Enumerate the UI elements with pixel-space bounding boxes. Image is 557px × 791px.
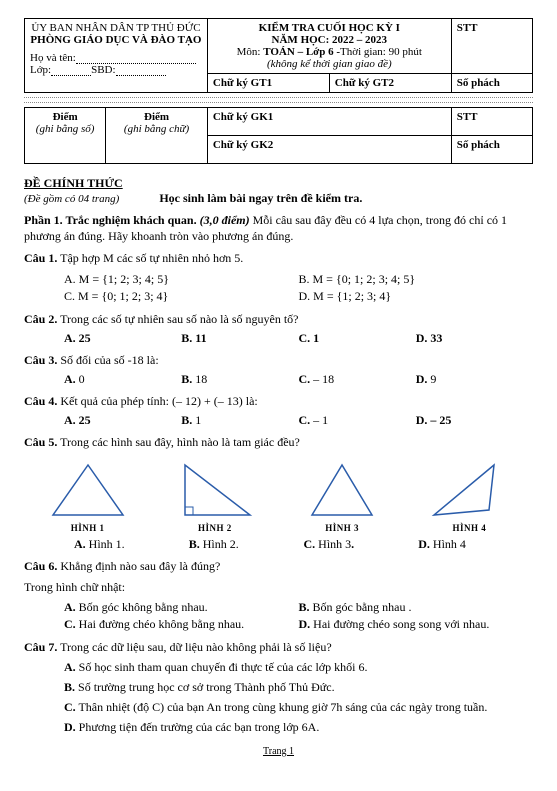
q1-d: D. M = {1; 2; 3; 4} [299, 288, 534, 305]
q4-d: D. – 25 [416, 413, 533, 428]
stt2-cell: STT [451, 108, 532, 136]
q6-context: Trong hình chữ nhật: [24, 579, 533, 595]
part1-heading: Phần 1. Trắc nghiệm khách quan. (3,0 điể… [24, 212, 533, 244]
q3-c: C. – 18 [299, 372, 416, 387]
q1-options: A. M = {1; 2; 3; 4; 5} B. M = {0; 1; 2; … [64, 271, 533, 305]
q2-options: A. 25 B. 11 C. 1 D. 33 [64, 331, 533, 346]
q3-options: A. 0 B. 18 C. – 18 D. 9 [64, 372, 533, 387]
q5-b: B. Hình 2. [189, 537, 304, 552]
triangle-isoceles-icon [297, 460, 387, 520]
q1-a: A. M = {1; 2; 3; 4; 5} [64, 271, 299, 288]
exam-year: NĂM HỌC: 2022 – 2023 [213, 34, 446, 46]
q6-c: C. Hai đường chéo không bằng nhau. [64, 616, 299, 633]
q7-a: A. Số học sinh tham quan chuyến đi thực … [64, 659, 533, 675]
q7: Câu 7. Trong các dữ liệu sau, dữ liệu nà… [24, 639, 533, 655]
page-number: Trang 1 [24, 746, 533, 757]
exam-note: (không kể thời gian giao đề) [213, 58, 446, 70]
header-table: ỦY BAN NHÂN DÂN TP THỦ ĐỨC PHÒNG GIÁO DỤ… [24, 18, 533, 93]
q2-d: D. 33 [416, 331, 533, 346]
separator-1 [24, 97, 533, 98]
q6-options: A. Bốn góc không bằng nhau. B. Bốn góc b… [64, 599, 533, 633]
q6-b: B. Bốn góc bằng nhau . [299, 599, 534, 616]
org-line-2: PHÒNG GIÁO DỤC VÀ ĐÀO TẠO [30, 34, 202, 46]
q7-c: C. Thân nhiệt (độ C) của bạn An trong cù… [64, 699, 533, 715]
q2-c: C. 1 [299, 331, 416, 346]
official-pages: (Đề gồm có 04 trang) [24, 193, 119, 205]
triangle-scalene-icon [424, 460, 514, 520]
q6-d: D. Hai đường chéo song song với nhau. [299, 616, 534, 633]
sophach2-cell: Số phách [451, 136, 532, 164]
q3-a: A. 0 [64, 372, 181, 387]
class-row: Lớp:SBD: [30, 64, 202, 76]
q6-a: A. Bốn góc không bằng nhau. [64, 599, 299, 616]
q2-a: A. 25 [64, 331, 181, 346]
q4-a: A. 25 [64, 413, 181, 428]
org-line-1: ỦY BAN NHÂN DÂN TP THỦ ĐỨC [30, 22, 202, 34]
score-table: Điểm (ghi bằng số) Điểm (ghi bằng chữ) C… [24, 107, 533, 164]
stt-cell: STT [451, 19, 532, 74]
diem-chu: Điểm [111, 111, 202, 123]
official-title: ĐỀ CHÍNH THỨC [24, 176, 533, 191]
q7-b: B. Số trường trung học cơ sở trong Thành… [64, 679, 533, 695]
q3-d: D. 9 [416, 372, 533, 387]
triangle-equilateral-icon [43, 460, 133, 520]
gk2-cell: Chữ ký GK2 [207, 136, 451, 164]
q4: Câu 4. Kết quả của phép tính: (– 12) + (… [24, 393, 533, 409]
q1-c: C. M = {0; 1; 2; 3; 4} [64, 288, 299, 305]
shapes-row: HÌNH 1 HÌNH 2 HÌNH 3 HÌNH 4 [24, 460, 533, 533]
sig1-cell: Chữ ký GT1 [207, 74, 329, 93]
q3-b: B. 18 [181, 372, 298, 387]
gk1-cell: Chữ ký GK1 [207, 108, 451, 136]
official-instruction: Học sinh làm bài ngay trên đề kiểm tra. [159, 191, 362, 206]
diem-so: Điểm [30, 111, 100, 123]
q4-c: C. – 1 [299, 413, 416, 428]
q5-c: C. Hình 3. [304, 537, 419, 552]
diem-so-sub: (ghi bằng số) [30, 123, 100, 135]
shape-2: HÌNH 2 [170, 460, 260, 533]
q2: Câu 2. Trong các số tự nhiên sau số nào … [24, 311, 533, 327]
shape-3: HÌNH 3 [297, 460, 387, 533]
name-row: Họ và tên: [30, 52, 202, 64]
sophach-cell: Số phách [451, 74, 532, 93]
q4-options: A. 25 B. 1 C. – 1 D. – 25 [64, 413, 533, 428]
triangle-right-icon [170, 460, 260, 520]
q5: Câu 5. Trong các hình sau đây, hình nào … [24, 434, 533, 450]
q2-b: B. 11 [181, 331, 298, 346]
q4-b: B. 1 [181, 413, 298, 428]
q3: Câu 3. Số đối của số -18 là: [24, 352, 533, 368]
q7-d: D. Phương tiện đến trường của các bạn tr… [64, 719, 533, 735]
exam-subject: Môn: TOÁN – Lớp 6 -Thời gian: 90 phút [213, 46, 446, 58]
shape-4: HÌNH 4 [424, 460, 514, 533]
q1-b: B. M = {0; 1; 2; 3; 4; 5} [299, 271, 534, 288]
q6: Câu 6. Khẳng định nào sau đây là đúng? [24, 558, 533, 574]
q1: Câu 1. Tập hợp M các số tự nhiên nhỏ hơn… [24, 250, 533, 266]
diem-chu-sub: (ghi bằng chữ) [111, 123, 202, 135]
q5-a: A. Hình 1. [74, 537, 189, 552]
separator-2 [24, 102, 533, 103]
shape-1: HÌNH 1 [43, 460, 133, 533]
q5-options: A. Hình 1. B. Hình 2. C. Hình 3. D. Hình… [74, 537, 533, 552]
sig2-cell: Chữ ký GT2 [329, 74, 451, 93]
q5-d: D. Hình 4 [418, 537, 533, 552]
exam-title: KIỂM TRA CUỐI HỌC KỲ I [213, 22, 446, 34]
